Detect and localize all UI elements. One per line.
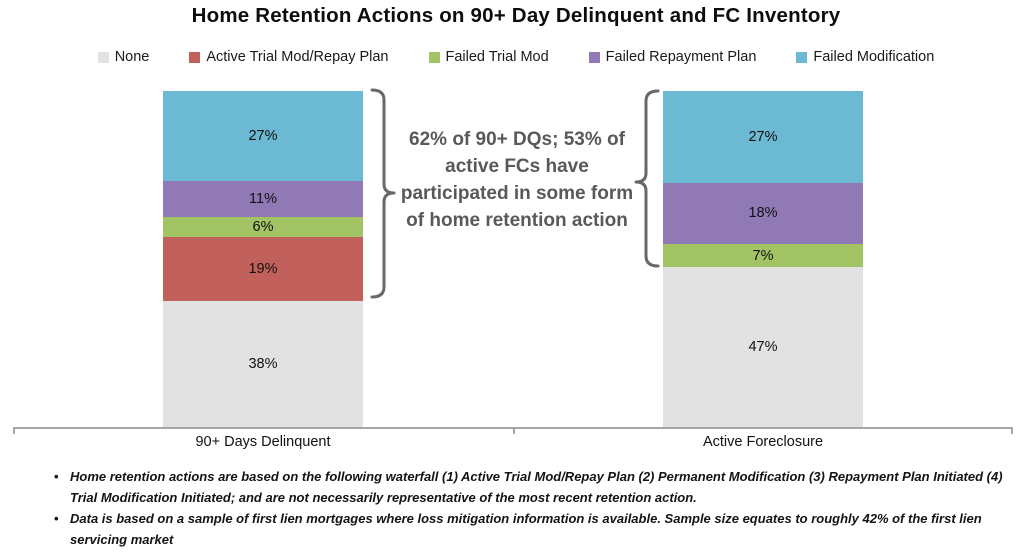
legend-item: Failed Modification	[796, 49, 934, 65]
bar-segment: 27%	[163, 91, 363, 181]
legend-swatch-icon	[796, 51, 808, 63]
category-label-active-foreclosure: Active Foreclosure	[702, 434, 824, 450]
legend-swatch-icon	[428, 51, 440, 63]
legend-label: Failed Trial Mod	[445, 49, 549, 65]
legend-label: None	[114, 49, 150, 65]
axis-tick-right	[1011, 427, 1013, 434]
bar-segment: 18%	[663, 182, 863, 244]
segment-value-label: 47%	[748, 339, 778, 356]
bar-segment: 27%	[663, 91, 863, 183]
legend-swatch-icon	[588, 51, 600, 63]
footnotes: Home retention actions are based on the …	[52, 466, 1004, 550]
axis-tick-middle	[513, 427, 515, 434]
legend-item: None	[97, 49, 150, 65]
legend-swatch-icon	[189, 51, 201, 63]
legend: None Active Trial Mod/Repay Plan Failed Tr…	[0, 49, 1032, 65]
axis-tick-left	[13, 427, 15, 434]
bar-segment: 6%	[163, 217, 363, 238]
legend-label: Failed Repayment Plan	[605, 49, 757, 65]
segment-value-label: 27%	[748, 128, 778, 145]
segment-value-label: 27%	[248, 127, 278, 144]
segment-value-label: 6%	[252, 219, 274, 236]
annotation-text: 62% of 90+ DQs; 53% of active FCs have p…	[400, 129, 634, 231]
segment-value-label: 18%	[748, 205, 778, 222]
footnote-item: Home retention actions are based on the …	[52, 466, 1004, 508]
segment-value-label: 7%	[752, 247, 774, 264]
segment-value-label: 11%	[249, 191, 277, 208]
footnote-item: Data is based on a sample of first lien …	[52, 508, 1004, 550]
bar-segment: 38%	[163, 300, 363, 427]
bar-segment: 11%	[163, 180, 363, 218]
category-label-90-days-delinquent: 90+ Days Delinquent	[195, 434, 331, 450]
legend-label: Active Trial Mod/Repay Plan	[206, 49, 389, 65]
bar-segment: 7%	[663, 243, 863, 268]
page-title: Home Retention Actions on 90+ Day Delinq…	[191, 4, 841, 27]
legend-item: Failed Trial Mod	[428, 49, 549, 65]
legend-item: Failed Repayment Plan	[588, 49, 757, 65]
segment-value-label: 19%	[248, 260, 278, 277]
legend-label: Failed Modification	[813, 49, 935, 65]
legend-swatch-icon	[97, 51, 109, 63]
bar-segment: 19%	[163, 237, 363, 301]
legend-item: Active Trial Mod/Repay Plan	[189, 49, 389, 65]
segment-value-label: 38%	[248, 355, 278, 372]
bar-segment: 47%	[663, 267, 863, 427]
